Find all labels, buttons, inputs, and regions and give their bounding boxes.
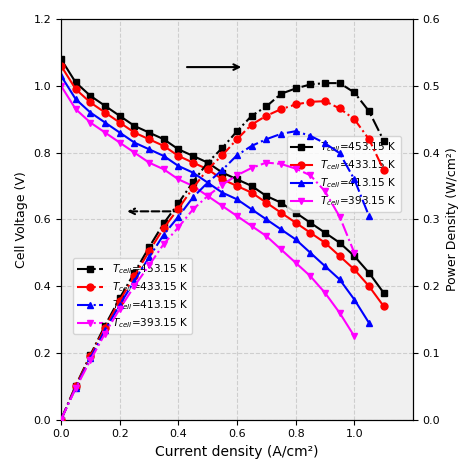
Legend: $T_{cell}$=453.15 K, $T_{cell}$=433.15 K, $T_{cell}$=413.15 K, $T_{cell}$=393.15: $T_{cell}$=453.15 K, $T_{cell}$=433.15 K…	[73, 258, 192, 334]
X-axis label: Current density (A/cm²): Current density (A/cm²)	[155, 445, 319, 459]
Y-axis label: Power Density (W/cm²): Power Density (W/cm²)	[446, 147, 459, 291]
Y-axis label: Cell Voltage (V): Cell Voltage (V)	[15, 171, 28, 268]
